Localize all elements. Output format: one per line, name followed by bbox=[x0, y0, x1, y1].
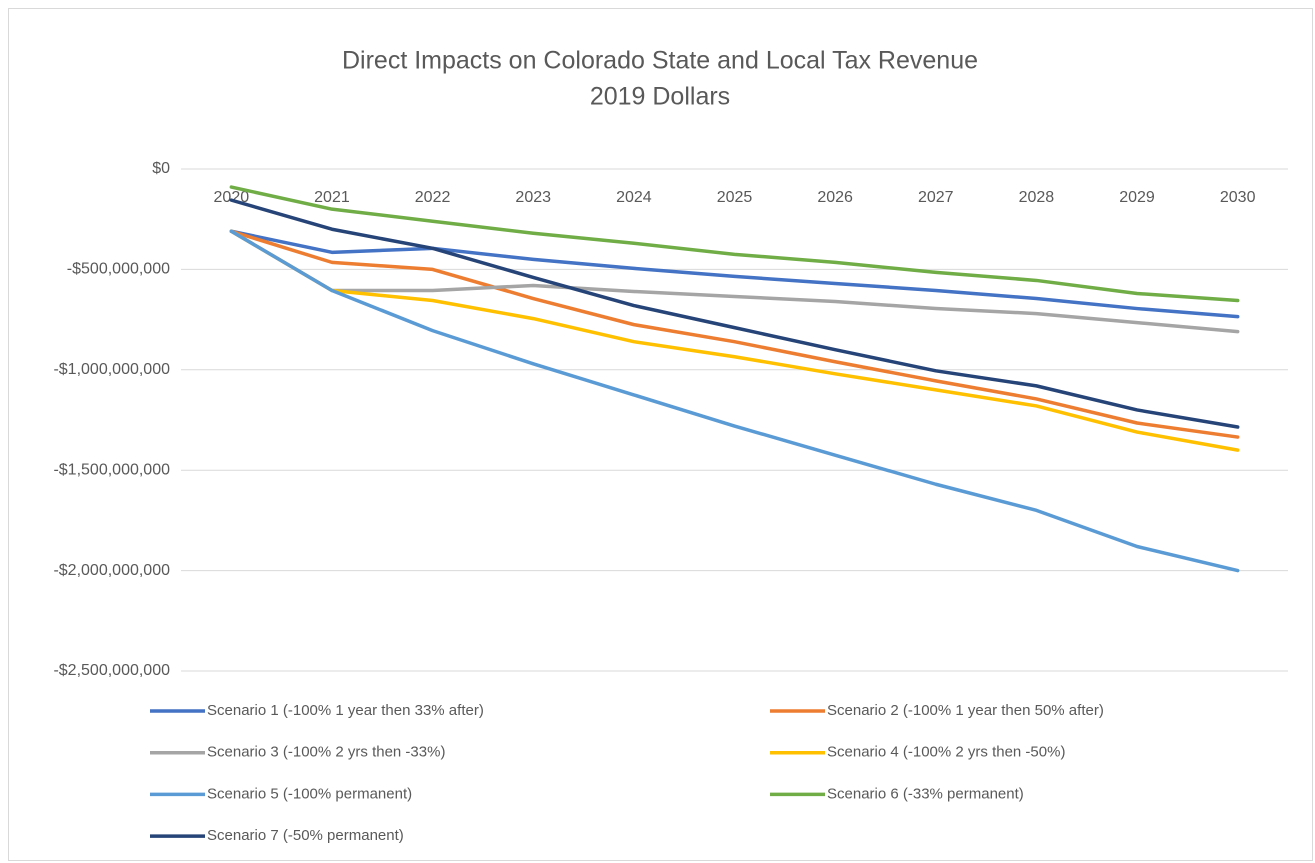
series-line bbox=[229, 229, 1240, 439]
y-tick-label: -$2,000,000,000 bbox=[53, 562, 170, 579]
x-tick-label: 2029 bbox=[1119, 189, 1155, 206]
x-tick-label: 2024 bbox=[616, 189, 652, 206]
y-tick-label: -$2,500,000,000 bbox=[53, 662, 170, 679]
y-tick-label: -$1,000,000,000 bbox=[53, 361, 170, 378]
series-line bbox=[229, 229, 1240, 334]
x-tick-label: 2023 bbox=[515, 189, 551, 206]
x-tick-label: 2026 bbox=[817, 189, 853, 206]
y-tick-label: -$1,500,000,000 bbox=[53, 461, 170, 478]
legend-label: Scenario 7 (-50% permanent) bbox=[207, 827, 404, 844]
legend-label: Scenario 6 (-33% permanent) bbox=[827, 785, 1024, 802]
x-tick-label: 2027 bbox=[918, 189, 954, 206]
chart-subtitle: 2019 Dollars bbox=[590, 83, 730, 111]
series-line bbox=[229, 229, 1240, 452]
legend-label: Scenario 2 (-100% 1 year then 50% after) bbox=[827, 702, 1104, 719]
x-tick-label: 2028 bbox=[1019, 189, 1055, 206]
chart-title: Direct Impacts on Colorado State and Loc… bbox=[342, 47, 978, 75]
legend-label: Scenario 1 (-100% 1 year then 33% after) bbox=[207, 702, 484, 719]
chart-border bbox=[8, 8, 1313, 861]
legend-label: Scenario 3 (-100% 2 yrs then -33%) bbox=[207, 744, 445, 761]
x-tick-label: 2021 bbox=[314, 189, 350, 206]
series-line bbox=[229, 229, 1240, 319]
series-line bbox=[229, 229, 1240, 573]
y-tick-label: -$500,000,000 bbox=[67, 261, 170, 278]
legend-label: Scenario 4 (-100% 2 yrs then -50%) bbox=[827, 744, 1065, 761]
x-tick-label: 2025 bbox=[717, 189, 753, 206]
series-line bbox=[229, 198, 1240, 429]
x-tick-label: 2022 bbox=[415, 189, 451, 206]
legend-label: Scenario 5 (-100% permanent) bbox=[207, 785, 412, 802]
series-line bbox=[229, 185, 1240, 303]
x-tick-label: 2030 bbox=[1220, 189, 1256, 206]
y-tick-label: $0 bbox=[152, 160, 170, 177]
